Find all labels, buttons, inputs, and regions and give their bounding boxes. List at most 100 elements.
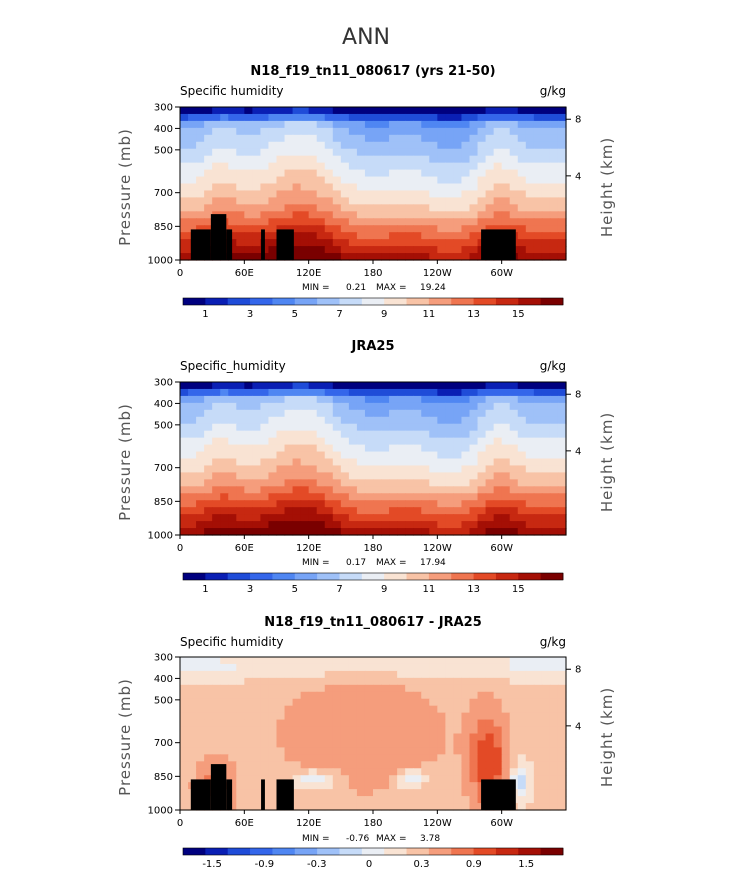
heatmap-cell (316, 141, 326, 150)
heatmap-cell (389, 211, 398, 219)
heatmap-cell (300, 719, 310, 728)
heatmap-cell (364, 705, 374, 714)
heatmap-cell (236, 416, 245, 425)
heatmap-cell (381, 451, 390, 460)
heatmap-cell (228, 761, 237, 769)
heatmap-cell (557, 423, 567, 432)
heatmap-cell (300, 211, 310, 219)
heatmap-cell (332, 169, 342, 178)
heatmap-cell (236, 197, 245, 205)
heatmap-cell (180, 451, 189, 460)
heatmap-cell (389, 458, 398, 467)
heatmap-cell (453, 803, 463, 811)
heatmap-cell (389, 493, 398, 501)
heatmap-cell (228, 382, 237, 390)
heatmap-cell (348, 719, 358, 728)
heatmap-cell (493, 726, 503, 735)
heatmap-cell (340, 705, 350, 714)
heatmap-cell (397, 416, 406, 425)
heatmap-cell (324, 253, 334, 261)
heatmap-cell (236, 239, 245, 247)
heatmap-cell (340, 183, 350, 192)
heatmap-cell (501, 684, 511, 693)
heatmap-cell (316, 232, 326, 240)
heatmap-cell (509, 747, 519, 755)
heatmap-cell (300, 493, 310, 501)
heatmap-cell (533, 789, 543, 797)
heatmap-cell (268, 670, 278, 679)
heatmap-cell (316, 395, 326, 404)
heatmap-cell (549, 705, 559, 714)
heatmap-cell (421, 796, 430, 804)
heatmap-cell (204, 162, 213, 171)
heatmap-cell (196, 493, 205, 501)
heatmap-cell (364, 782, 374, 790)
heatmap-cell (220, 120, 229, 129)
heatmap-cell (501, 726, 511, 735)
heatmap-cell (244, 388, 253, 397)
heatmap-cell (493, 155, 503, 164)
heatmap-cell (268, 225, 278, 233)
heatmap-cell (453, 444, 463, 453)
heatmap-cell (332, 239, 342, 247)
heatmap-cell (421, 183, 430, 192)
heatmap-cell (493, 176, 503, 185)
heatmap-cell (236, 388, 245, 397)
heatmap-cell (252, 451, 262, 460)
heatmap-cell (244, 768, 253, 776)
heatmap-cell (292, 402, 302, 411)
heatmap-cell (268, 691, 278, 700)
heatmap-cell (292, 740, 302, 748)
heatmap-cell (180, 479, 189, 487)
heatmap-cell (525, 169, 535, 178)
heatmap-cell (381, 409, 390, 418)
heatmap-cell (389, 803, 398, 811)
heatmap-cell (364, 246, 374, 254)
heatmap-cell (549, 521, 559, 529)
heatmap-cell (348, 113, 358, 122)
heatmap-cell (429, 761, 438, 769)
heatmap-cell (356, 120, 366, 129)
heatmap-cell (244, 663, 253, 672)
heatmap-cell (485, 472, 495, 480)
heatmap-cell (236, 733, 245, 742)
heatmap-cell (525, 803, 535, 811)
heatmap-cell (188, 472, 197, 480)
heatmap-cell (332, 416, 342, 425)
heatmap-cell (364, 148, 374, 157)
heatmap-cell (340, 761, 350, 769)
heatmap-cell (268, 120, 278, 129)
heatmap-cell (252, 127, 262, 136)
heatmap-cell (268, 107, 278, 115)
topography-block (190, 779, 211, 810)
heatmap-cell (252, 775, 262, 783)
heatmap-cell (332, 465, 342, 473)
heatmap-cell (461, 232, 471, 240)
heatmap-cell (557, 493, 567, 501)
heatmap-cell (541, 719, 551, 728)
heatmap-cell (180, 239, 189, 247)
colorbar-swatch (339, 298, 363, 305)
heatmap-cell (381, 141, 390, 150)
heatmap-cell (381, 402, 390, 411)
heatmap-cell (549, 500, 559, 508)
heatmap-cell (364, 395, 374, 404)
heatmap-cell (332, 395, 342, 404)
heatmap-cell (356, 528, 366, 536)
colorbar-swatch (540, 298, 564, 305)
heatmap-cell (405, 225, 414, 233)
heatmap-cell (340, 388, 350, 397)
heatmap-cell (204, 726, 213, 735)
heatmap-cell (188, 500, 197, 508)
topography-block (276, 779, 294, 810)
heatmap-cell (252, 719, 262, 728)
heatmap-cell (549, 176, 559, 185)
heatmap-cell (469, 120, 479, 129)
heatmap-cell (340, 127, 350, 136)
heatmap-cell (509, 402, 519, 411)
heatmap-cell (413, 148, 422, 157)
heatmap-cell (461, 197, 471, 205)
heatmap-cell (477, 521, 487, 529)
heatmap-cell (252, 402, 262, 411)
heatmap-cell (517, 479, 527, 487)
